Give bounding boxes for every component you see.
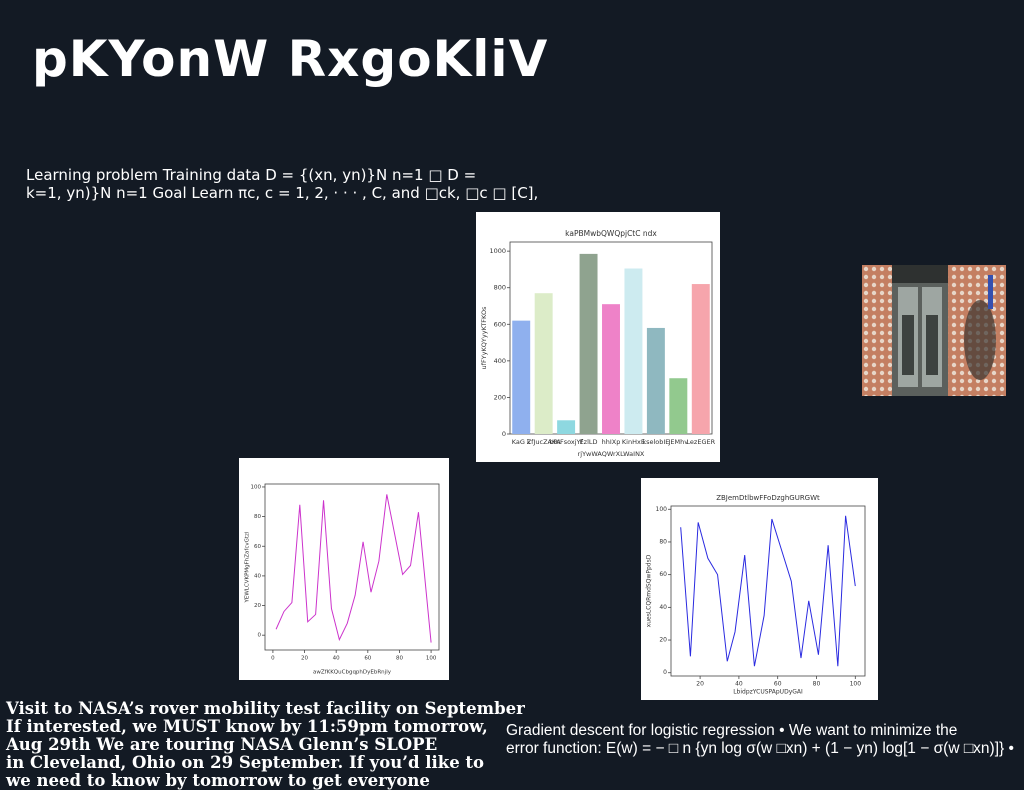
x-tick-label: 20 — [301, 656, 308, 662]
paragraph: Learning problem Training data D = {(xn,… — [26, 166, 538, 202]
gradient-text: Gradient descent for logistic regression… — [506, 722, 1014, 758]
x-tick-label: 0 — [271, 656, 275, 662]
y-tick-label: 80 — [659, 538, 667, 545]
bar — [512, 320, 531, 434]
x-tick-label: 100 — [850, 681, 862, 688]
y-tick-label: 80 — [254, 514, 261, 520]
y-tick-label: 20 — [659, 637, 667, 644]
data-line — [680, 515, 856, 667]
x-tick-label: 40 — [735, 681, 743, 688]
chart-title: ZBJemDtlbwFFoDzghGURGWt — [716, 494, 820, 502]
x-tick-label: ZfJucZAKA — [527, 438, 561, 446]
y-tick-label: 0 — [258, 633, 262, 639]
text-line: in Cleveland, Ohio on 29 September. If y… — [6, 753, 485, 772]
y-tick-label: 40 — [254, 573, 261, 579]
y-axis-label: xuesLCQRmdSQwPpdsD — [646, 554, 653, 627]
bar — [579, 253, 598, 434]
data-line — [275, 494, 432, 643]
bar — [557, 420, 576, 434]
y-tick-label: 60 — [659, 571, 667, 578]
text-line: Learning problem Training data D = {(xn,… — [26, 166, 477, 184]
y-tick-label: 0 — [663, 669, 667, 676]
y-tick-label: 400 — [494, 357, 506, 365]
x-tick-label: 80 — [396, 656, 403, 662]
text-line: k=1, yn)}N n=1 Goal Learn πc, c = 1, 2, … — [26, 184, 539, 202]
text-line: Gradient descent for logistic regression… — [506, 722, 958, 739]
bar — [624, 268, 643, 434]
y-axis-label: ufFYyKQYyyKTFKOs — [480, 306, 488, 369]
x-tick-label: 60 — [774, 681, 782, 688]
x-tick-label: 80 — [813, 681, 821, 688]
bar — [669, 378, 688, 434]
y-tick-label: 800 — [494, 284, 506, 292]
x-tick-label: hhIXp — [602, 438, 621, 446]
slide-title: pKYonW RxgoKliV — [32, 30, 549, 88]
y-tick-label: 1000 — [489, 247, 506, 255]
x-tick-label: bRIFsoxjYf — [549, 438, 583, 446]
text-line: we need to know by tomorrow to get every… — [6, 771, 430, 790]
x-axis-label: awZfKKQuCbgqphDyEbRnjly — [313, 670, 392, 676]
x-tick-label: EzlLD — [580, 438, 598, 446]
x-axis-label: LbidpzYCUSPApUDyGAI — [733, 689, 803, 696]
line-chart: awZfKKQuCbgqphDyEbRnjly YEWLCVKPMgFhZafcv… — [239, 458, 449, 680]
x-tick-label: 40 — [333, 656, 340, 662]
plot-frame — [670, 505, 866, 677]
x-tick-label: JEMhv — [668, 438, 689, 446]
text-line: Aug 29th We are touring NASA Glenn’s SLO… — [6, 735, 438, 754]
x-tick-label: 60 — [364, 656, 371, 662]
y-tick-label: 100 — [656, 506, 668, 513]
chart-title: kaPBMwbQWQpjCtC ndx — [565, 229, 657, 238]
x-tick-label: 20 — [696, 681, 704, 688]
bar — [602, 304, 620, 434]
bar-chart: kaPBMwbQWQpjCtC ndx rjYwWAQWrXLWaINX ufFYy… — [476, 212, 720, 462]
bar — [534, 293, 553, 434]
y-tick-label: 20 — [254, 603, 261, 609]
text-line: If interested, we MUST know by 11:59pm t… — [6, 717, 488, 736]
bar — [691, 284, 710, 434]
line-chart: ZBJemDtlbwFFoDzghGURGWt LbidpzYCUSPApUDyG… — [641, 478, 878, 700]
plot-frame — [264, 483, 440, 651]
x-axis-label: rjYwWAQWrXLWaINX — [578, 450, 645, 458]
bar — [646, 327, 665, 434]
text-line: error function: E(w) = − □ n {yn log σ(w… — [506, 740, 1014, 757]
x-tick-label: KinHxE — [622, 438, 645, 446]
notes: Visit to NASA’s rover mobility test faci… — [6, 700, 525, 790]
y-tick-label: 60 — [254, 544, 261, 550]
x-tick-label: 100 — [426, 656, 437, 662]
y-tick-label: 40 — [659, 604, 667, 611]
y-tick-label: 100 — [251, 484, 262, 490]
y-tick-label: 0 — [502, 430, 506, 438]
y-axis-label: YEWLCVKPMgFhZafcvGtzl — [245, 531, 251, 603]
x-tick-label: kselobIE — [642, 438, 669, 446]
x-tick-label: KaG k — [512, 438, 531, 446]
photo — [862, 265, 1006, 396]
y-tick-label: 600 — [494, 320, 506, 328]
y-tick-label: 200 — [494, 393, 506, 401]
text-line: Visit to NASA’s rover mobility test faci… — [6, 699, 525, 718]
x-tick-label: LezEGER — [686, 438, 715, 446]
